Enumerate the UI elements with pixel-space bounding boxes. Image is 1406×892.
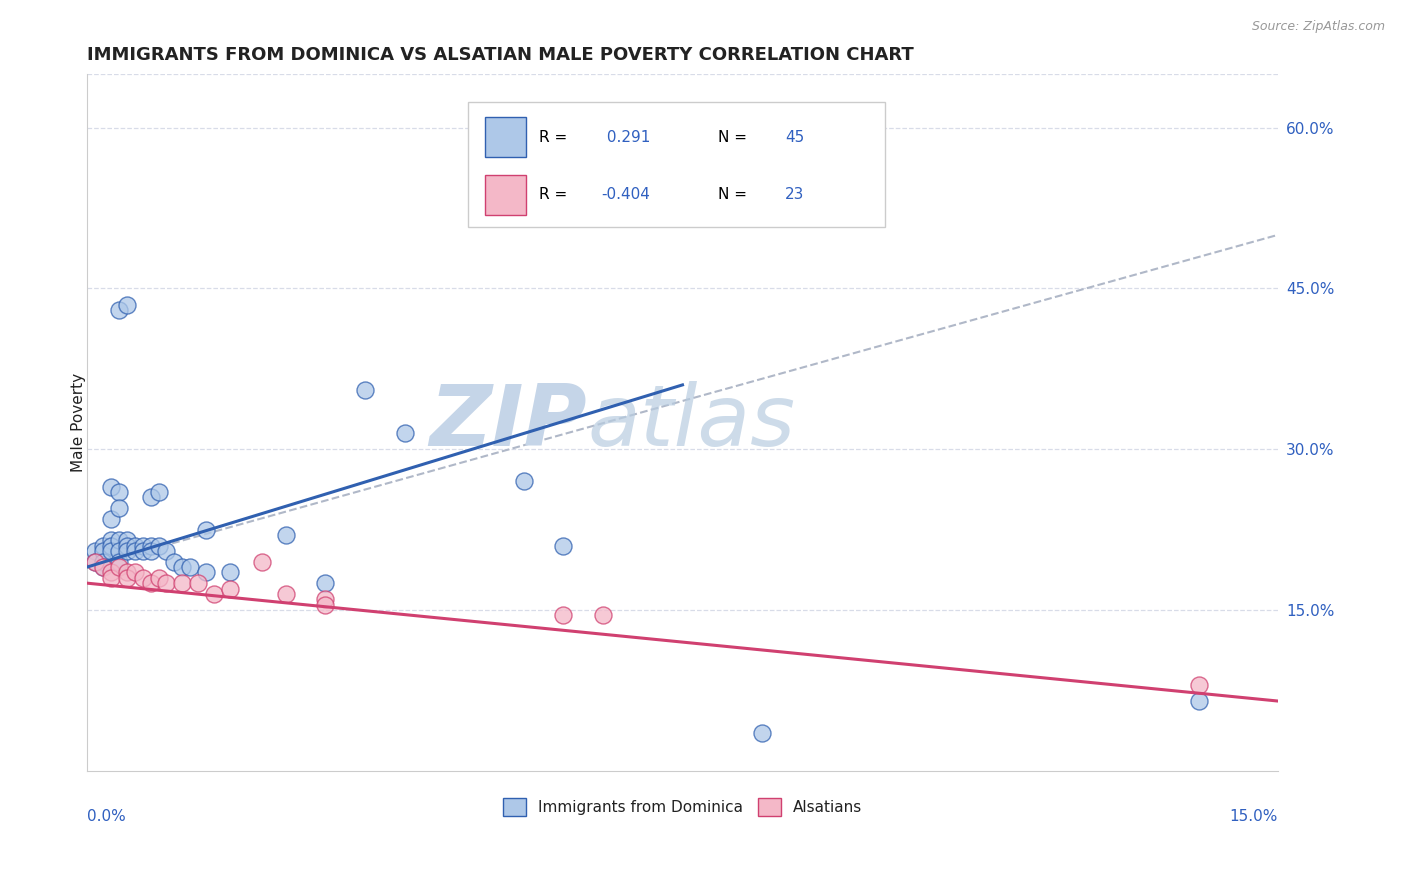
Point (131, 539, 153, 553)
Point (155, 576, 177, 591)
Text: 0.0%: 0.0% (87, 809, 125, 824)
Point (195, 566, 218, 580)
Point (131, 571, 153, 585)
Point (139, 539, 162, 553)
Point (91, 555, 114, 569)
Point (91, 539, 114, 553)
Text: atlas: atlas (588, 381, 796, 464)
Point (124, 539, 146, 553)
Point (108, 555, 131, 569)
Point (163, 555, 186, 569)
Text: ZIP: ZIP (430, 381, 588, 464)
Text: Source: ZipAtlas.com: Source: ZipAtlas.com (1251, 20, 1385, 33)
Point (139, 576, 162, 591)
Point (115, 297, 138, 311)
Point (131, 544, 153, 558)
Point (115, 566, 138, 580)
Point (314, 598, 336, 612)
Point (124, 544, 146, 558)
Point (751, 726, 773, 740)
Point (100, 544, 122, 558)
Point (84, 555, 107, 569)
Point (100, 512, 122, 526)
Point (512, 475, 534, 489)
Point (354, 384, 377, 398)
Point (219, 566, 242, 580)
Point (219, 582, 242, 596)
Legend: Immigrants from Dominica, Alsatians: Immigrants from Dominica, Alsatians (496, 791, 869, 822)
Point (100, 480, 122, 494)
Point (553, 539, 575, 553)
Point (1187, 694, 1209, 708)
Point (84, 555, 107, 569)
Point (100, 566, 122, 580)
Point (100, 533, 122, 548)
Point (91, 560, 114, 574)
Point (314, 592, 336, 607)
Point (314, 576, 336, 591)
Point (108, 544, 131, 558)
Point (553, 608, 575, 623)
Y-axis label: Male Poverty: Male Poverty (72, 373, 86, 472)
Point (172, 560, 194, 574)
Point (274, 528, 297, 542)
Point (187, 576, 209, 591)
Point (108, 302, 131, 317)
Point (172, 576, 194, 591)
Point (139, 544, 162, 558)
Point (148, 539, 170, 553)
Point (108, 501, 131, 516)
Point (108, 485, 131, 500)
Point (100, 571, 122, 585)
Point (100, 539, 122, 553)
Point (124, 566, 146, 580)
Point (250, 555, 273, 569)
Point (115, 571, 138, 585)
Point (148, 485, 170, 500)
Point (108, 533, 131, 548)
Point (179, 560, 201, 574)
Point (91, 560, 114, 574)
Point (115, 533, 138, 548)
Point (84, 544, 107, 558)
Point (108, 560, 131, 574)
Point (148, 571, 170, 585)
Text: IMMIGRANTS FROM DOMINICA VS ALSATIAN MALE POVERTY CORRELATION CHART: IMMIGRANTS FROM DOMINICA VS ALSATIAN MAL… (87, 46, 914, 64)
Text: 15.0%: 15.0% (1230, 809, 1278, 824)
Point (274, 587, 297, 601)
Point (155, 544, 177, 558)
Point (592, 608, 614, 623)
Point (394, 426, 416, 441)
Point (91, 544, 114, 558)
Point (139, 491, 162, 505)
Point (115, 544, 138, 558)
Point (202, 587, 225, 601)
Point (195, 523, 218, 537)
Point (115, 539, 138, 553)
Point (1187, 678, 1209, 692)
